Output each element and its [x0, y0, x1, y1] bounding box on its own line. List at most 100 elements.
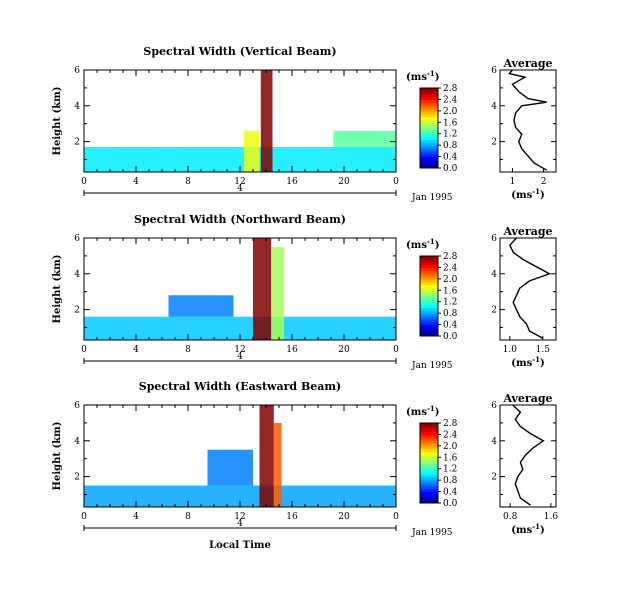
heatmap-cell: [333, 130, 396, 147]
colorbar-swatch: [420, 321, 438, 326]
colorbar-tick-label: 2.4: [443, 430, 458, 440]
average-y-tick-label: 2: [491, 473, 497, 483]
colorbar-swatch: [420, 307, 438, 311]
x-tick-label: 0: [393, 512, 399, 522]
x-tick-label: 4: [133, 177, 139, 187]
heatmap-area: [84, 405, 396, 507]
heatmap-cell: [84, 485, 396, 507]
average-title: Average: [502, 392, 552, 405]
panel-title: Spectral Width (Vertical Beam): [143, 45, 336, 58]
colorbar-swatch: [420, 330, 438, 334]
colorbar-swatch: [420, 480, 438, 484]
colorbar-swatch: [420, 293, 438, 297]
colorbar-tick-label: 0.4: [443, 321, 458, 331]
y-tick-label: 4: [74, 270, 80, 280]
heatmap-cell: [271, 246, 285, 340]
colorbar-swatch: [420, 491, 438, 495]
colorbar-swatch: [420, 287, 438, 291]
colorbar-tick-label: 0.0: [443, 499, 458, 509]
heatmap-cell: [259, 405, 274, 507]
colorbar-swatch: [420, 494, 438, 498]
colorbar-swatch: [420, 113, 438, 118]
x-tick-label: 0: [81, 345, 87, 355]
colorbar-tick-label: 0.4: [443, 488, 458, 498]
average-profile-line: [509, 237, 552, 339]
colorbar-swatch: [420, 463, 438, 467]
x-tick-label: 16: [286, 345, 298, 355]
heatmap-cell: [273, 422, 282, 507]
colorbar-tick-label: 2.4: [443, 263, 458, 273]
colorbar-swatch: [420, 290, 438, 294]
colorbar-swatch: [420, 483, 438, 487]
colorbar-unit-label: (ms-1): [406, 69, 439, 83]
colorbar-swatch: [420, 159, 438, 163]
colorbar-swatch: [420, 148, 438, 152]
date-label: Jan 1995: [411, 193, 453, 203]
colorbar-swatch: [420, 122, 438, 126]
x-tick-label: 20: [338, 512, 350, 522]
colorbar-swatch: [420, 457, 438, 461]
x-tick-label: 0: [393, 345, 399, 355]
colorbar-swatch: [420, 318, 438, 323]
colorbar-tick-label: 2.8: [443, 84, 458, 94]
colorbar-swatch: [420, 276, 438, 280]
colorbar-unit-label: (ms-1): [406, 404, 439, 418]
average-frame: [499, 69, 557, 173]
colorbar-swatch: [420, 162, 438, 166]
y-tick-label: 4: [74, 437, 80, 447]
colorbar-swatch: [420, 313, 438, 317]
average-x-tick-label: 1: [510, 177, 516, 187]
y-axis-label: Height (km): [52, 255, 63, 324]
colorbar-swatch: [420, 443, 438, 447]
average-y-tick-label: 4: [491, 102, 497, 112]
x-tick-label: 0: [81, 512, 87, 522]
colorbar-swatch: [420, 284, 438, 288]
colorbar-swatch: [420, 110, 438, 115]
colorbar-swatch: [420, 273, 438, 277]
average-x-tick-label: 1.0: [503, 345, 518, 355]
colorbar-tick-label: 2.8: [443, 419, 458, 429]
average-x-tick-label: 1.5: [536, 345, 551, 355]
y-axis-label: Height (km): [52, 422, 63, 491]
x-tick-label: 0: [393, 177, 399, 187]
panel-vertical-beam: Spectral Width (Vertical Beam)0 4 8 12 16 20 0…: [52, 45, 557, 203]
colorbar-swatch: [420, 437, 438, 441]
average-y-tick-label: 6: [491, 401, 497, 411]
y-tick-label: 2: [74, 473, 80, 483]
colorbar-swatch: [420, 451, 438, 455]
heatmap-cell: [253, 238, 272, 340]
colorbar-swatch: [420, 165, 438, 169]
x-axis-label: Local Time: [209, 540, 271, 551]
colorbar-frame: [419, 255, 439, 337]
average-frame: [499, 237, 557, 341]
colorbar-tick-label: 1.6: [443, 118, 458, 128]
colorbar-tick-label: 0.0: [443, 164, 458, 174]
colorbar-swatch: [420, 270, 438, 274]
colorbar-swatch: [420, 125, 438, 129]
colorbar-swatch: [420, 93, 438, 98]
x-tick-label: 8: [185, 177, 191, 187]
colorbar-swatch: [420, 256, 438, 260]
colorbar-swatch: [420, 102, 438, 106]
panel-title: Spectral Width (Eastward Beam): [139, 380, 341, 393]
colorbar-swatch: [420, 153, 438, 158]
colorbar-swatch: [420, 474, 438, 478]
colorbar-swatch: [420, 304, 438, 308]
colorbar-swatch: [420, 333, 438, 337]
colorbar-swatch: [420, 258, 438, 263]
colorbar-swatch: [420, 477, 438, 481]
colorbar-swatch: [420, 431, 438, 435]
colorbar-swatch: [420, 139, 438, 143]
colorbar-swatch: [420, 497, 438, 501]
colorbar-swatch: [420, 454, 438, 458]
colorbar-swatch: [420, 99, 438, 103]
colorbar-swatch: [420, 150, 438, 155]
colorbar-tick-label: 0.4: [443, 153, 458, 163]
average-x-tick-label: 2: [541, 177, 547, 187]
colorbar-tick-label: 1.2: [443, 298, 457, 308]
colorbar-swatch: [420, 327, 438, 331]
panel-eastward-beam: Spectral Width (Eastward Beam)0 4 8 12 16 20 0…: [52, 380, 558, 538]
colorbar-swatch: [420, 133, 438, 138]
colorbar-swatch: [420, 105, 438, 109]
colorbar-swatch: [420, 108, 438, 112]
